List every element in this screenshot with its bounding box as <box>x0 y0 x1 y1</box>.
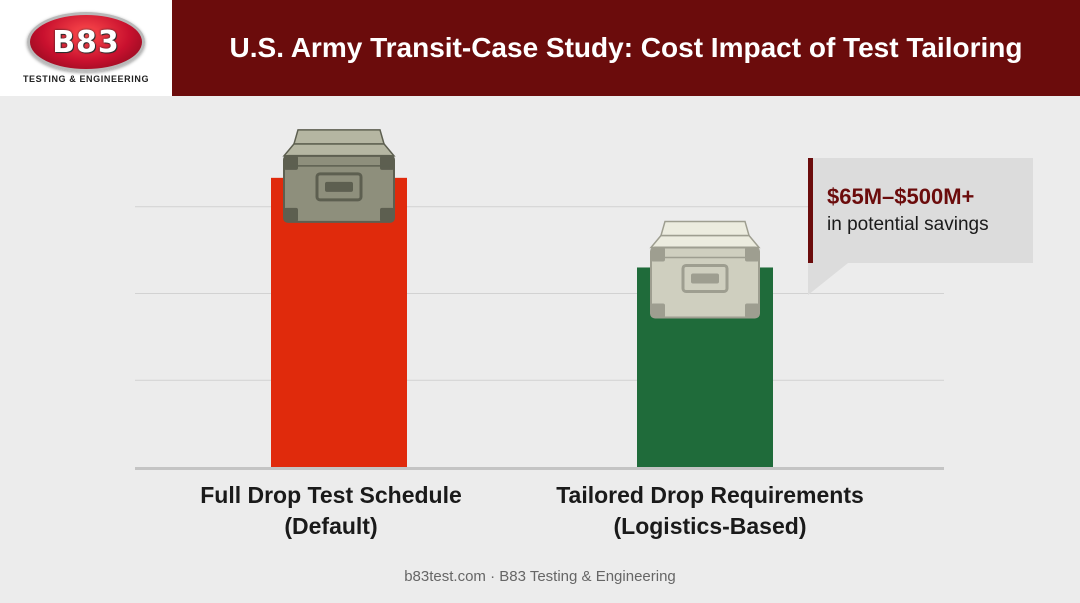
page-title: U.S. Army Transit-Case Study: Cost Impac… <box>229 32 1023 63</box>
logo-text: B83 <box>52 24 120 60</box>
title-bar: U.S. Army Transit-Case Study: Cost Impac… <box>172 0 1080 96</box>
category-label-line: (Logistics-Based) <box>613 513 807 539</box>
bar <box>271 177 407 468</box>
category-label-line: Tailored Drop Requirements <box>556 482 864 508</box>
category-label-line: Full Drop Test Schedule <box>200 482 462 508</box>
light-crate-icon <box>649 220 761 319</box>
b83-logo: B83 <box>27 12 145 72</box>
category-label-line: (Default) <box>284 513 378 539</box>
savings-description: in potential savings <box>827 214 989 235</box>
logo-panel: B83 TESTING & ENGINEERING <box>0 0 172 96</box>
logo-subtitle: TESTING & ENGINEERING <box>22 74 150 84</box>
military-crate-icon <box>282 129 396 223</box>
footer: b83test.com · B83 Testing & Engineering <box>404 568 676 585</box>
category-label-default: Full Drop Test Schedule (Default) <box>151 480 511 542</box>
savings-callout: $65M–$500M+ in potential savings <box>808 158 1033 263</box>
callout-pointer <box>808 263 848 295</box>
savings-value: $65M–$500M+ <box>827 184 975 209</box>
category-label-tailored: Tailored Drop Requirements (Logistics-Ba… <box>530 480 890 542</box>
